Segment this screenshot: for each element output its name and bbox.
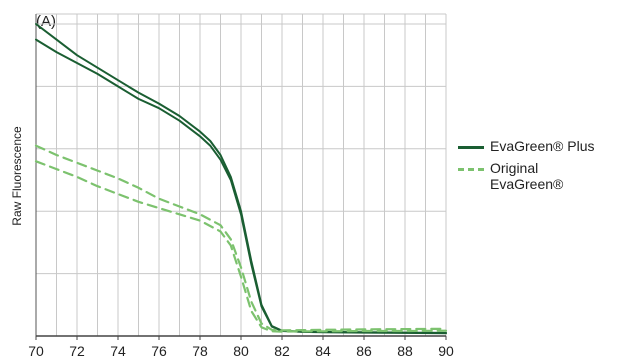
plot-lines	[34, 23, 448, 335]
legend-swatch-original-evagreen	[458, 168, 484, 171]
legend-item-original-evagreen: Original EvaGreen®	[458, 160, 594, 192]
x-tick-label: 72	[69, 343, 85, 359]
x-tick-label: 70	[28, 343, 44, 359]
series-line-1-0	[34, 144, 448, 332]
series-line-1-1	[34, 160, 448, 333]
x-tick-label: 90	[438, 343, 454, 359]
legend-item-evagreen-plus: EvaGreen® Plus	[458, 138, 594, 154]
legend: EvaGreen® Plus Original EvaGreen®	[458, 138, 594, 198]
y-axis-label: Raw Fluorescence	[10, 126, 24, 226]
legend-label-evagreen-plus: EvaGreen® Plus	[490, 138, 595, 154]
x-tick-label: 74	[110, 343, 126, 359]
x-tick-label: 84	[315, 343, 331, 359]
x-tick-label: 86	[356, 343, 372, 359]
plot-grid	[35, 13, 447, 336]
x-tick-label: 78	[192, 343, 208, 359]
panel-label: (A)	[36, 13, 56, 30]
legend-label-original-evagreen: Original EvaGreen®	[490, 160, 564, 192]
x-tick-label: 82	[274, 343, 290, 359]
legend-swatch-evagreen-plus	[458, 146, 484, 149]
series-line-0-1	[35, 38, 447, 335]
x-tick-label: 88	[397, 343, 413, 359]
x-tick-label: 76	[151, 343, 167, 359]
x-tick-label: 80	[233, 343, 249, 359]
x-axis: 70 72 74 76 78 80 82 84 86 88 90	[28, 335, 454, 359]
